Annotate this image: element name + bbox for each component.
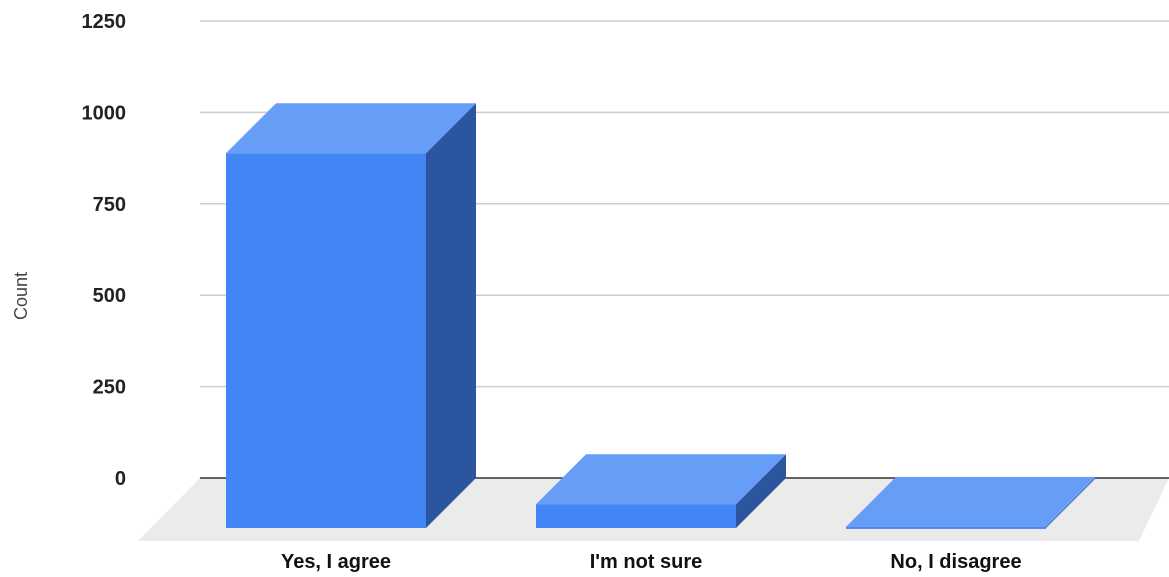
bar-front-face (846, 526, 1046, 529)
y-tick-label: 0 (115, 468, 126, 490)
bar-front-face (536, 504, 736, 528)
y-axis-title: Count (11, 272, 31, 320)
x-category-label: I'm not sure (590, 551, 703, 573)
bar-side-face (736, 454, 786, 528)
bar-top-face (226, 103, 476, 154)
bar (226, 103, 476, 528)
x-axis-categories: Yes, I agree I'm not sure No, I disagree (281, 551, 1022, 573)
y-tick-label: 1000 (82, 102, 127, 124)
y-tick-label: 1250 (82, 11, 127, 33)
bars (226, 103, 1096, 529)
x-category-label: No, I disagree (890, 551, 1021, 573)
y-tick-label: 250 (93, 377, 126, 399)
bar-front-face (226, 153, 426, 528)
y-axis-ticks: 0 250 500 750 1000 1250 (82, 11, 127, 490)
bar-side-face (426, 103, 476, 528)
x-category-label: Yes, I agree (281, 551, 391, 573)
y-tick-label: 500 (93, 285, 126, 307)
bar (536, 454, 786, 528)
bar-side-face (1046, 476, 1096, 528)
y-tick-label: 750 (93, 194, 126, 216)
bar-top-face (536, 454, 786, 505)
bar-top-face (846, 476, 1096, 527)
bar (846, 476, 1096, 529)
